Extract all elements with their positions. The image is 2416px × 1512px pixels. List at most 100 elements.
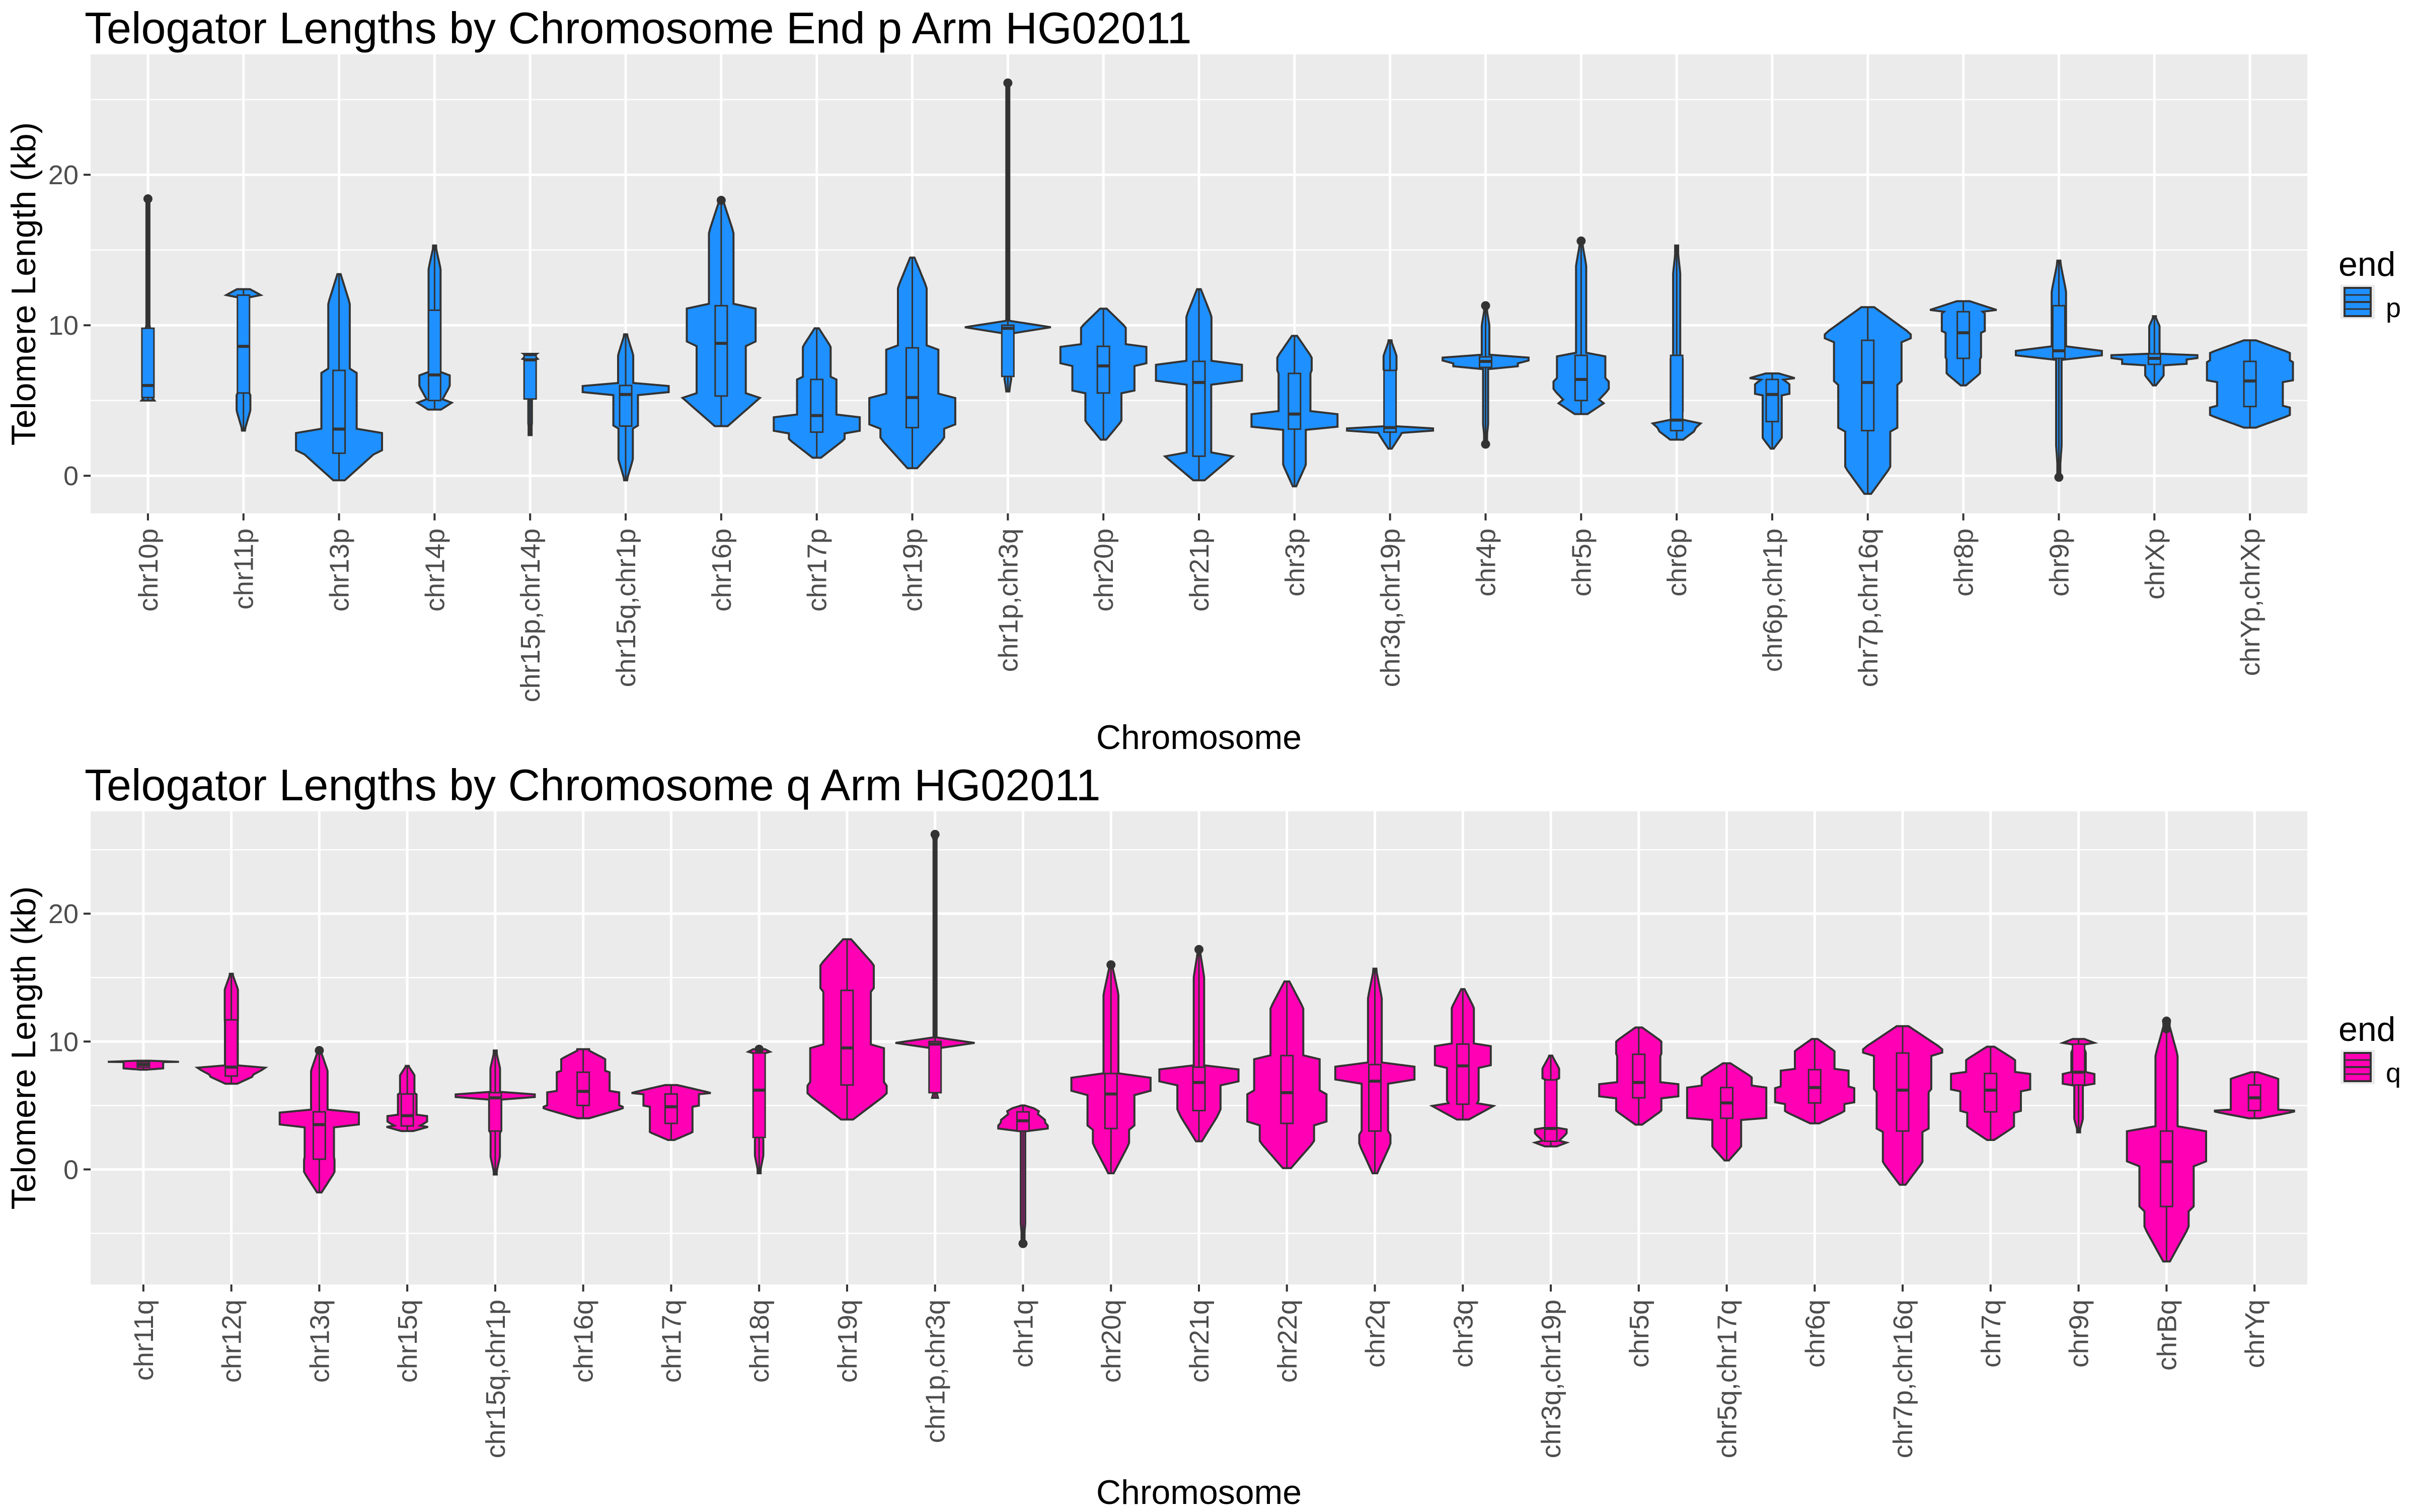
p-arm-violin-chrXp <box>2110 315 2199 387</box>
q-arm-violin-chr6q <box>1774 1038 1855 1124</box>
p-arm-iqr-box <box>1956 311 1971 359</box>
p-arm-y-tick-label: 20 <box>48 160 79 190</box>
p-arm-x-tick-label: chrYp,chrXp <box>2235 528 2266 676</box>
p-arm-x-tick-label: chr14p <box>420 528 450 612</box>
p-arm-outlier-point <box>1481 439 1490 449</box>
p-arm-violin-chrYp,chrXp <box>2206 339 2294 429</box>
q-arm-outlier-point <box>2162 1024 2171 1033</box>
q-arm-x-tick-label: chr18q <box>744 1300 775 1383</box>
p-arm-x-tick-label: chr4p <box>1471 528 1501 596</box>
q-arm-x-tick-label: chr3q <box>1448 1300 1478 1368</box>
p-arm-x-axis-title: Chromosome <box>1096 718 1302 757</box>
q-arm-x-tick-label: chr13q <box>305 1300 335 1383</box>
q-arm-outlier-point <box>2162 1016 2171 1026</box>
q-arm-iqr-box <box>1104 1073 1118 1129</box>
q-arm-gridlines <box>91 811 2307 1284</box>
p-arm-x-tick-label: chr7p,chr16q <box>1853 528 1883 687</box>
p-arm-x-tick-label: chr8p <box>1949 528 1979 596</box>
q-arm-violin-chr20q <box>1070 960 1152 1174</box>
q-arm-x-tick-label: chr7q <box>1976 1300 2006 1368</box>
q-arm-x-tick-label: chr1q <box>1008 1300 1038 1368</box>
p-arm-legend-key <box>2340 285 2375 319</box>
q-arm-x-tick-label: chr11q <box>129 1300 159 1381</box>
p-arm-iqr-box <box>523 354 537 400</box>
q-arm-violin-chr5q <box>1598 1026 1680 1126</box>
q-arm-violins <box>108 829 2295 1263</box>
p-arm-x-tick-label: chr6p,chr1p <box>1758 528 1788 672</box>
p-arm-violin-chr5p <box>1552 236 1610 415</box>
q-arm-x-tick-label: chr12q <box>217 1300 247 1383</box>
q-arm-outlier-point <box>315 1046 324 1055</box>
p-arm-violin-chr11p <box>223 288 264 432</box>
p-arm-x-tick-label: chr15q,chr1p <box>611 528 641 687</box>
q-arm-violin-chr22q <box>1246 980 1328 1169</box>
q-arm-x-tick-label: chr15q,chr1p <box>481 1300 511 1458</box>
p-arm-iqr-box <box>1001 324 1015 377</box>
q-arm-violin-chr18q <box>745 1044 773 1174</box>
q-arm-x-tick-label: chr3q,chr19p <box>1536 1300 1566 1458</box>
q-arm-x-tick-label: chr5q,chr17q <box>1712 1300 1743 1458</box>
p-arm-violin-chr6p <box>1650 244 1703 441</box>
p-arm-iqr-box <box>1096 345 1110 394</box>
q-arm-violin-chr11q <box>108 1060 179 1071</box>
q-arm-x-tick-label: chr16q <box>569 1300 599 1383</box>
p-arm-legend-title: end <box>2338 245 2395 283</box>
p-arm-x-tick-label: chr20p <box>1089 528 1119 612</box>
q-arm-x-tick-label: chr9q <box>2064 1300 2094 1368</box>
q-arm-iqr-box <box>1544 1079 1558 1142</box>
p-arm-iqr-box <box>1192 360 1206 457</box>
p-arm-iqr-box <box>2243 360 2257 408</box>
p-arm-panel: Telogator Lengths by Chromosome End p Ar… <box>5 3 2401 757</box>
q-arm-violin-chr2q <box>1334 967 1416 1174</box>
p-arm-iqr-box <box>905 347 920 429</box>
q-arm-legend: end q <box>2338 1010 2401 1088</box>
p-arm-x-tick-label: chr13p <box>325 528 355 612</box>
q-arm-legend-key <box>2340 1050 2375 1084</box>
q-arm-iqr-box <box>312 1111 326 1160</box>
p-arm-iqr-box <box>427 309 441 402</box>
q-arm-violin-chr9q <box>2059 1038 2098 1133</box>
q-arm-outlier-point <box>754 1044 764 1054</box>
q-arm-violin-chr21q <box>1158 945 1240 1143</box>
p-arm-violin-chr8p <box>1929 300 1997 387</box>
q-arm-x-tick-label: chr22q <box>1272 1300 1303 1383</box>
p-arm-x-tick-label: chr6p <box>1662 528 1692 596</box>
p-arm-violin-chr14p <box>415 244 454 411</box>
q-arm-iqr-box <box>752 1052 766 1139</box>
p-arm-x-tick-label: chr9p <box>2044 528 2074 596</box>
q-arm-iqr-box <box>1896 1052 1910 1132</box>
q-arm-iqr-box <box>1456 1043 1470 1105</box>
q-arm-iqr-box <box>1368 1064 1382 1132</box>
q-arm-violin-chr1q <box>997 1104 1049 1248</box>
q-arm-panel: Telogator Lengths by Chromosome q Arm HG… <box>5 760 2401 1511</box>
q-arm-violin-chrBq <box>2126 1016 2207 1263</box>
p-arm-iqr-box <box>810 379 824 433</box>
q-arm-x-tick-label: chrYq <box>2240 1300 2270 1368</box>
q-arm-iqr-box <box>1632 1053 1646 1099</box>
p-arm-violin-chr3q,chr19p <box>1346 339 1434 450</box>
p-arm-violins <box>139 78 2294 495</box>
p-arm-x-tick-label: chr16p <box>707 528 737 612</box>
q-arm-y-tick-label: 0 <box>63 1155 79 1185</box>
q-arm-legend-title: end <box>2338 1010 2395 1048</box>
q-arm-violin-chr19q <box>806 938 888 1121</box>
p-arm-outlier-point <box>1003 78 1013 88</box>
p-arm-x-tick-label: chr1p,chr3q <box>993 528 1023 672</box>
p-arm-legend: end p <box>2338 245 2401 323</box>
q-arm-outlier-point <box>930 829 940 839</box>
q-arm-x-tick-label: chr2q <box>1361 1300 1391 1368</box>
q-arm-iqr-box <box>928 1040 942 1094</box>
p-arm-violin-chr1p,chr3q <box>964 78 1051 393</box>
p-arm-chart-title: Telogator Lengths by Chromosome End p Ar… <box>85 3 1192 53</box>
q-arm-violin-chr7q <box>1950 1045 2031 1141</box>
p-arm-iqr-box <box>1765 379 1779 423</box>
q-arm-outlier-point <box>1018 1239 1028 1248</box>
p-arm-iqr-box <box>619 385 633 427</box>
p-arm-violin-chr16p <box>681 196 762 427</box>
p-arm-violin-chr17p <box>773 327 861 459</box>
q-arm-iqr-box <box>840 990 854 1086</box>
q-arm-y-axis: 0 10 20 <box>48 899 91 1185</box>
p-arm-violin-chr15q,chr1p <box>581 333 670 482</box>
p-arm-x-axis: chr10p chr11p chr13p chr14p chr15p,chr14p chr… <box>133 513 2266 702</box>
